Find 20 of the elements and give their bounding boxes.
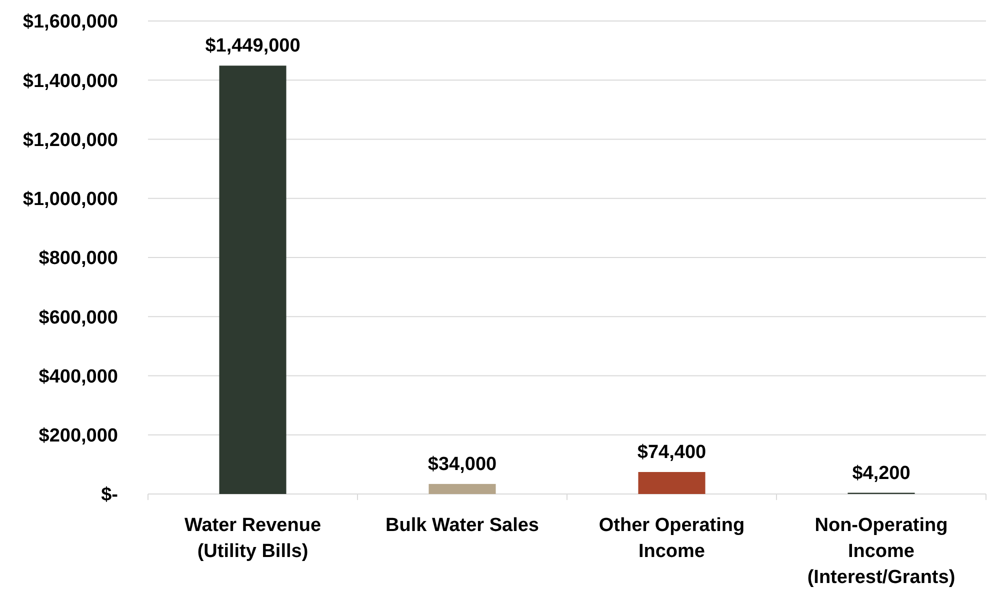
y-tick-label: $1,600,000 xyxy=(22,12,118,33)
data-label: $1,449,000 xyxy=(205,36,300,57)
bar xyxy=(219,66,286,494)
x-tick-label: Water Revenue (Utility Bills) xyxy=(184,515,322,562)
y-tick-label: $200,000 xyxy=(38,426,118,447)
x-tick-label: Other Operating Income xyxy=(598,515,745,562)
y-tick-label: $600,000 xyxy=(38,307,118,328)
data-label: $74,400 xyxy=(637,442,706,464)
data-label: $34,000 xyxy=(428,454,497,475)
y-tick-label: $400,000 xyxy=(38,366,118,388)
y-tick-label: $- xyxy=(101,484,118,506)
y-tick-label: $1,400,000 xyxy=(22,70,118,92)
bar xyxy=(638,472,706,494)
x-tick-label: Bulk Water Sales xyxy=(386,515,539,536)
y-tick-label: $1,200,000 xyxy=(22,130,118,151)
y-tick-label: $1,000,000 xyxy=(22,189,118,210)
data-label: $4,200 xyxy=(852,462,910,484)
y-tick-label: $800,000 xyxy=(38,248,118,270)
bar xyxy=(428,484,496,494)
x-tick-label: Non-Operating Income (Interest/Grants) xyxy=(807,515,956,588)
